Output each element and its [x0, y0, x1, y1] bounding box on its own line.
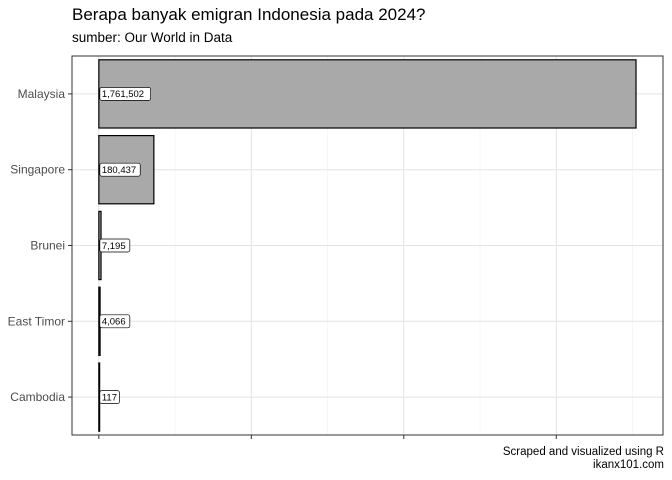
value-label: 180,437	[102, 165, 136, 176]
caption-line-1: Scraped and visualized using R	[502, 446, 664, 458]
value-label-box	[99, 390, 120, 404]
caption-line-2: ikanx101.com	[593, 459, 664, 471]
value-label: 117	[102, 392, 117, 403]
y-tick-label: Cambodia	[10, 390, 65, 404]
y-tick-label: Malaysia	[18, 87, 66, 101]
value-label-box	[99, 162, 141, 177]
value-label: 1,761,502	[102, 89, 144, 100]
y-tick-label: Brunei	[30, 239, 65, 253]
value-label: 4,066	[102, 317, 126, 328]
y-tick-label: East Timor	[8, 314, 65, 328]
chart-title: Berapa banyak emigran Indonesia pada 202…	[72, 5, 426, 24]
chart-caption: Scraped and visualized using R ikanx101.…	[503, 446, 664, 472]
value-label-box	[99, 87, 151, 101]
y-tick-label: Singapore	[10, 163, 65, 177]
value-label-box	[99, 238, 131, 253]
chart-subtitle: sumber: Our World in Data	[72, 30, 233, 45]
value-label: 7,195	[102, 241, 126, 252]
bar-malaysia	[98, 59, 637, 129]
value-label-box	[99, 314, 131, 329]
